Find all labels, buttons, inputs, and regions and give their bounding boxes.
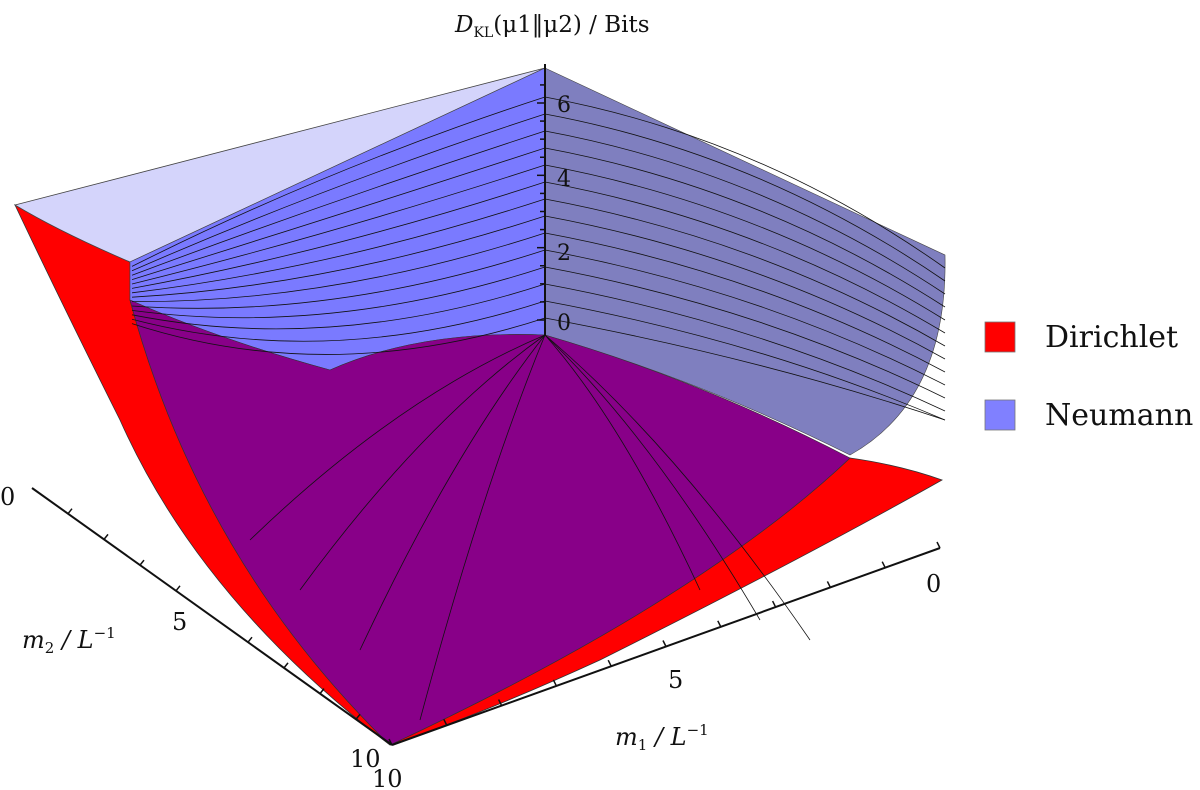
m2-tick [247,636,253,643]
m2-tick [283,662,289,669]
contour-line [544,249,946,386]
m2-tick [355,713,361,720]
contour-line [131,198,546,294]
y-tick-label: 10 [350,745,381,773]
contour-lines [131,96,946,721]
contour-line [419,334,546,721]
contour-line [544,283,946,412]
m2-tick [175,585,181,592]
contour-line [359,334,546,651]
overlap-region [129,299,851,746]
x-tick-label: 10 [372,765,403,790]
contour-line [131,181,546,289]
contour-line [131,317,546,355]
m2-tick [103,533,109,540]
m2-axis [31,487,393,746]
m1-tick [771,600,777,608]
m1-tick [662,640,667,647]
m1-tick [717,620,722,628]
z-tick-label: 6 [557,93,571,118]
contour-line [131,147,546,280]
contour-line [131,283,546,330]
x-axis-label: m1 / L−1 [615,721,709,754]
z-tick-label: 0 [557,311,571,336]
contour-line [131,266,546,319]
y-axis-label: m2 / L−1 [22,624,116,657]
legend-label-neumann: Neumann [1045,398,1193,433]
m1-tick [552,679,558,687]
z-axis-label: DKL(μ1‖μ2) / Bits [454,12,650,41]
m2-tick [319,688,325,695]
contour-line [131,130,546,276]
contour-line [131,232,546,303]
z-tick-label: 4 [557,167,571,192]
contour-line [131,113,546,272]
contour-line [544,113,946,282]
x-tick-label: 0 [926,570,941,598]
legend-swatch-dirichlet [984,321,1016,353]
contour-line [544,96,946,269]
m1-tick [443,718,448,726]
legend: Dirichlet Neumann [984,320,1193,433]
contour-line [131,164,546,285]
contour-line [131,215,546,298]
contour-line [544,232,946,373]
y-tick-label: 0 [0,483,15,511]
legend-label-dirichlet: Dirichlet [1045,320,1178,355]
contour-line [544,198,946,347]
contour-line [544,334,761,621]
contour-line [544,147,946,308]
contour-line [544,317,946,421]
m1-tick [497,699,503,706]
m1-tick [607,659,612,667]
floor-ticks [67,508,941,746]
contour-line [544,266,946,399]
contour-line [131,300,546,342]
legend-swatch-neumann [984,399,1016,431]
contour-line [131,249,546,309]
x-tick-label: 5 [668,666,683,694]
m1-tick [936,541,941,549]
z-tick-label: 2 [557,241,571,266]
contour-line [249,334,546,541]
m1-tick [388,738,393,746]
contour-line [131,96,546,267]
y-tick-label: 5 [172,608,187,636]
m2-tick [67,508,73,515]
contour-line [544,164,946,321]
contour-line [544,334,811,641]
m2-tick [139,559,145,566]
m1-tick [826,581,832,588]
contour-line [544,300,946,421]
contour-line [544,181,946,334]
contour-line [544,334,701,591]
contour-line [544,215,946,360]
m1-tick [881,561,886,569]
z-ticks [537,84,545,321]
contour-line [544,130,946,295]
contour-line [299,334,546,591]
